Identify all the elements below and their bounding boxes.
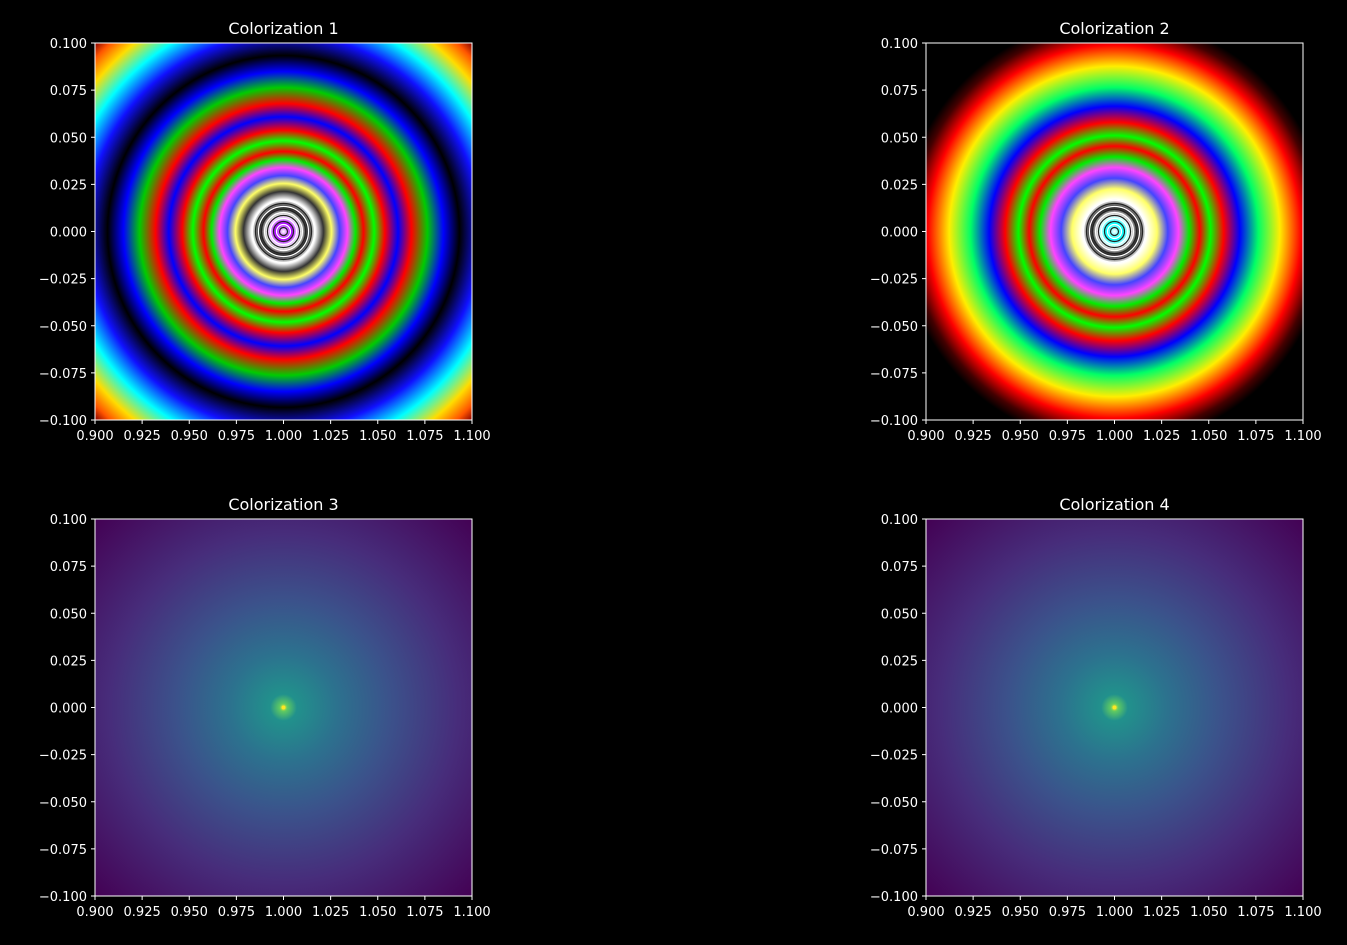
y-tick-label: −0.100 xyxy=(870,890,918,905)
x-tick-label: 0.900 xyxy=(907,905,944,920)
y-tick-label: −0.025 xyxy=(39,749,87,764)
y-tick-label: −0.075 xyxy=(870,843,918,858)
y-tick-label: 0.050 xyxy=(50,607,87,622)
y-tick-label: −0.100 xyxy=(39,414,87,429)
x-tick-label: 0.975 xyxy=(1049,429,1086,444)
x-tick-label: 1.075 xyxy=(1237,429,1274,444)
x-tick-label: 1.000 xyxy=(265,429,302,444)
y-tick-label: −0.025 xyxy=(870,273,918,288)
x-tick-label: 1.025 xyxy=(312,429,349,444)
center-point xyxy=(281,705,286,710)
x-tick-label: 1.025 xyxy=(1143,429,1180,444)
x-tick-label: 1.100 xyxy=(453,429,490,444)
x-tick-label: 0.975 xyxy=(218,429,255,444)
center-pattern xyxy=(251,199,316,264)
y-tick-label: −0.100 xyxy=(39,890,87,905)
x-tick-label: 0.925 xyxy=(955,905,992,920)
y-tick-label: 0.100 xyxy=(50,37,87,52)
x-tick-label: 1.025 xyxy=(312,905,349,920)
y-tick-label: 0.025 xyxy=(881,178,918,193)
chart-title: Colorization 4 xyxy=(1059,495,1169,514)
x-tick-label: 0.900 xyxy=(76,905,113,920)
y-tick-label: 0.075 xyxy=(881,560,918,575)
subplot-2: Colorization 2 0.900 0.925 0.950 0.975 1.000 1… xyxy=(870,19,1322,444)
y-tick-label: −0.075 xyxy=(39,367,87,382)
center-pattern xyxy=(1082,199,1147,264)
y-tick-label: 0.000 xyxy=(50,226,87,241)
y-tick-label: −0.025 xyxy=(39,273,87,288)
x-tick-label: 0.925 xyxy=(124,429,161,444)
x-tick-label: 1.000 xyxy=(1096,905,1133,920)
subplot-4: Colorization 4 0.900 0.925 0.950 0.975 1.000 1… xyxy=(870,495,1322,920)
x-tick-label: 1.100 xyxy=(1284,429,1321,444)
y-tick-label: −0.050 xyxy=(870,796,918,811)
y-tick-label: −0.050 xyxy=(39,796,87,811)
subplot-1: Colorization 1 0.900 0.925 0.950 0.975 1.000 1… xyxy=(39,19,491,444)
x-tick-label: 1.000 xyxy=(265,905,302,920)
heatmap-image xyxy=(95,43,472,420)
y-tick-label: 0.100 xyxy=(881,37,918,52)
y-tick-label: 0.000 xyxy=(881,226,918,241)
y-tick-label: 0.025 xyxy=(50,654,87,669)
y-tick-label: −0.025 xyxy=(870,749,918,764)
x-tick-label: 0.900 xyxy=(76,429,113,444)
y-tick-label: 0.075 xyxy=(881,84,918,99)
heatmap-image xyxy=(926,43,1303,420)
chart-title: Colorization 1 xyxy=(228,19,338,38)
x-tick-label: 1.075 xyxy=(406,905,443,920)
x-tick-label: 0.950 xyxy=(171,905,208,920)
y-tick-label: −0.050 xyxy=(870,320,918,335)
x-tick-label: 0.950 xyxy=(1002,905,1039,920)
y-tick-label: 0.075 xyxy=(50,84,87,99)
x-tick-label: 1.000 xyxy=(1096,429,1133,444)
x-tick-label: 1.100 xyxy=(453,905,490,920)
x-tick-label: 1.050 xyxy=(1190,905,1227,920)
y-tick-label: 0.025 xyxy=(50,178,87,193)
y-tick-label: −0.075 xyxy=(39,843,87,858)
chart-title: Colorization 2 xyxy=(1059,19,1169,38)
subplot-3: Colorization 3 0.900 0.925 0.950 0.975 1.000 1… xyxy=(39,495,491,920)
y-tick-label: 0.100 xyxy=(50,513,87,528)
x-tick-label: 0.925 xyxy=(955,429,992,444)
x-tick-label: 1.050 xyxy=(359,905,396,920)
x-tick-label: 0.975 xyxy=(218,905,255,920)
y-tick-label: −0.100 xyxy=(870,414,918,429)
x-tick-label: 1.050 xyxy=(1190,429,1227,444)
x-tick-label: 0.975 xyxy=(1049,905,1086,920)
y-tick-label: 0.075 xyxy=(50,560,87,575)
y-tick-label: −0.050 xyxy=(39,320,87,335)
x-tick-label: 1.100 xyxy=(1284,905,1321,920)
x-tick-label: 1.050 xyxy=(359,429,396,444)
y-tick-label: 0.050 xyxy=(50,131,87,146)
y-tick-label: 0.100 xyxy=(881,513,918,528)
y-tick-label: −0.075 xyxy=(870,367,918,382)
y-tick-label: 0.050 xyxy=(881,607,918,622)
x-tick-label: 1.075 xyxy=(406,429,443,444)
x-tick-label: 0.950 xyxy=(1002,429,1039,444)
y-tick-label: 0.000 xyxy=(881,702,918,717)
center-point xyxy=(1112,705,1117,710)
x-tick-label: 1.025 xyxy=(1143,905,1180,920)
x-tick-label: 0.925 xyxy=(124,905,161,920)
x-tick-label: 0.950 xyxy=(171,429,208,444)
y-tick-label: 0.025 xyxy=(881,654,918,669)
y-tick-label: 0.000 xyxy=(50,702,87,717)
x-tick-label: 1.075 xyxy=(1237,905,1274,920)
chart-title: Colorization 3 xyxy=(228,495,338,514)
y-tick-label: 0.050 xyxy=(881,131,918,146)
x-tick-label: 0.900 xyxy=(907,429,944,444)
